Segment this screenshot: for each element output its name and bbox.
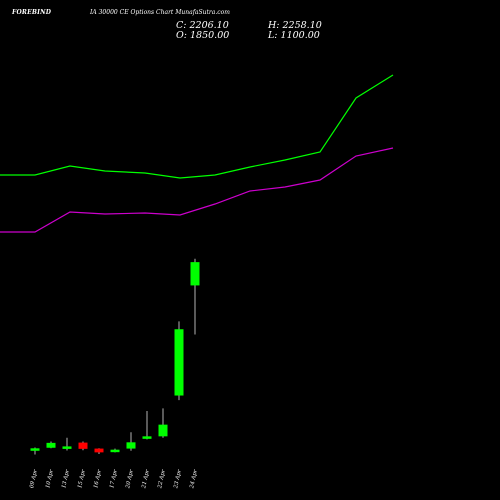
candle-body: [158, 424, 168, 437]
x-tick-label: 21 Apr: [141, 469, 151, 490]
x-tick-label: 16 Apr: [93, 469, 103, 489]
x-tick-label: 22 Apr: [157, 469, 167, 490]
x-tick-label: 24 Apr: [189, 469, 199, 490]
candle-body: [110, 449, 120, 453]
candle-body: [94, 448, 104, 453]
chart-subtitle: IA 30000 CE Options Chart MunafaSutra.co…: [90, 9, 230, 16]
x-tick-label: 20 Apr: [125, 469, 135, 490]
candles-group: [30, 258, 200, 455]
lower-line-series: [0, 147, 394, 233]
candle-body: [142, 436, 152, 439]
x-tick-label: 10 Apr: [45, 469, 55, 489]
candle-body: [126, 442, 136, 449]
close-value: C: 2206.10: [176, 20, 229, 31]
x-tick-labels: 09 Apr 10 Apr 13 Apr 15 Apr 16 Apr 17 Apr 20 A…: [29, 469, 199, 490]
candle-body: [190, 262, 200, 286]
x-tick-label: 17 Apr: [109, 469, 119, 489]
low-value: L: 1100.00: [268, 30, 320, 41]
upper-line-series: [0, 74, 394, 179]
candle-body: [46, 442, 56, 448]
candle-body: [78, 442, 88, 449]
x-tick-label: 13 Apr: [61, 469, 71, 489]
candle-body: [174, 329, 184, 396]
chart-symbol: FOREBIND: [12, 9, 52, 16]
x-tick-label: 23 Apr: [173, 469, 183, 490]
candle-body: [62, 446, 72, 449]
open-value: O: 1850.00: [176, 30, 230, 41]
high-value: H: 2258.10: [268, 20, 322, 31]
x-tick-label: 15 Apr: [77, 469, 87, 489]
candle-body: [30, 448, 40, 451]
x-tick-label: 09 Apr: [29, 469, 39, 489]
